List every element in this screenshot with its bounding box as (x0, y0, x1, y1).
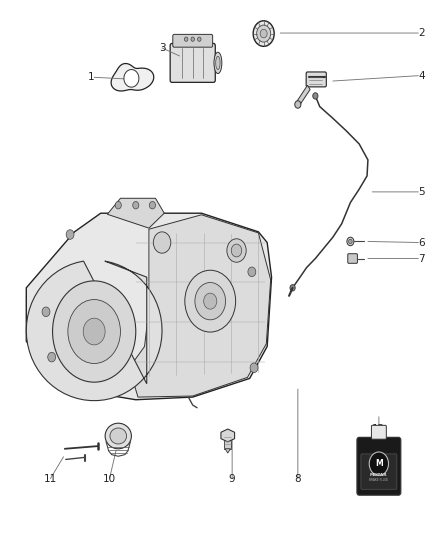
Circle shape (153, 232, 171, 253)
Circle shape (115, 201, 121, 209)
Polygon shape (26, 213, 272, 400)
Circle shape (48, 352, 56, 362)
Text: 12: 12 (372, 424, 385, 434)
Circle shape (227, 239, 246, 262)
Circle shape (83, 318, 105, 345)
Circle shape (191, 37, 194, 42)
Circle shape (313, 93, 318, 99)
Circle shape (295, 101, 301, 108)
Bar (224, 435, 231, 449)
Text: 5: 5 (418, 187, 425, 197)
FancyBboxPatch shape (173, 34, 213, 47)
FancyBboxPatch shape (371, 425, 386, 439)
Text: 2: 2 (418, 28, 425, 38)
Polygon shape (225, 449, 230, 453)
Text: 1: 1 (88, 72, 94, 82)
FancyBboxPatch shape (357, 438, 401, 495)
Circle shape (195, 282, 226, 320)
Circle shape (53, 281, 136, 382)
Circle shape (231, 244, 242, 257)
Circle shape (290, 285, 295, 291)
Text: 9: 9 (229, 474, 236, 483)
Circle shape (133, 201, 139, 209)
Circle shape (185, 270, 236, 332)
Text: 6: 6 (418, 238, 425, 247)
Ellipse shape (215, 56, 220, 70)
Text: 11: 11 (44, 474, 57, 483)
Text: BRAKE FLUID: BRAKE FLUID (369, 478, 389, 482)
Text: M: M (375, 459, 383, 468)
Polygon shape (221, 429, 235, 442)
Circle shape (149, 201, 155, 209)
Circle shape (66, 230, 74, 239)
Circle shape (184, 37, 188, 42)
FancyBboxPatch shape (348, 254, 357, 263)
Circle shape (349, 239, 352, 244)
Polygon shape (129, 215, 271, 397)
FancyBboxPatch shape (361, 454, 397, 489)
Text: 8: 8 (294, 474, 301, 483)
Polygon shape (297, 85, 310, 107)
Circle shape (250, 363, 258, 373)
Circle shape (204, 293, 217, 309)
Polygon shape (111, 63, 154, 91)
Polygon shape (26, 261, 162, 401)
Text: 10: 10 (103, 474, 116, 483)
Circle shape (369, 452, 389, 475)
Circle shape (248, 267, 256, 277)
Ellipse shape (105, 423, 131, 449)
Text: 3: 3 (159, 43, 166, 53)
Ellipse shape (110, 428, 127, 444)
Text: MOPAR: MOPAR (370, 473, 388, 477)
Circle shape (260, 29, 267, 38)
Ellipse shape (214, 52, 222, 74)
Text: 4: 4 (418, 71, 425, 80)
Polygon shape (359, 438, 399, 446)
Text: 7: 7 (418, 254, 425, 263)
Polygon shape (107, 198, 164, 228)
Circle shape (198, 37, 201, 42)
Circle shape (42, 307, 50, 317)
FancyBboxPatch shape (306, 72, 326, 87)
Circle shape (257, 25, 271, 42)
Polygon shape (124, 70, 139, 87)
FancyBboxPatch shape (170, 43, 215, 82)
Circle shape (347, 237, 354, 246)
Circle shape (68, 300, 120, 364)
Circle shape (253, 21, 274, 46)
